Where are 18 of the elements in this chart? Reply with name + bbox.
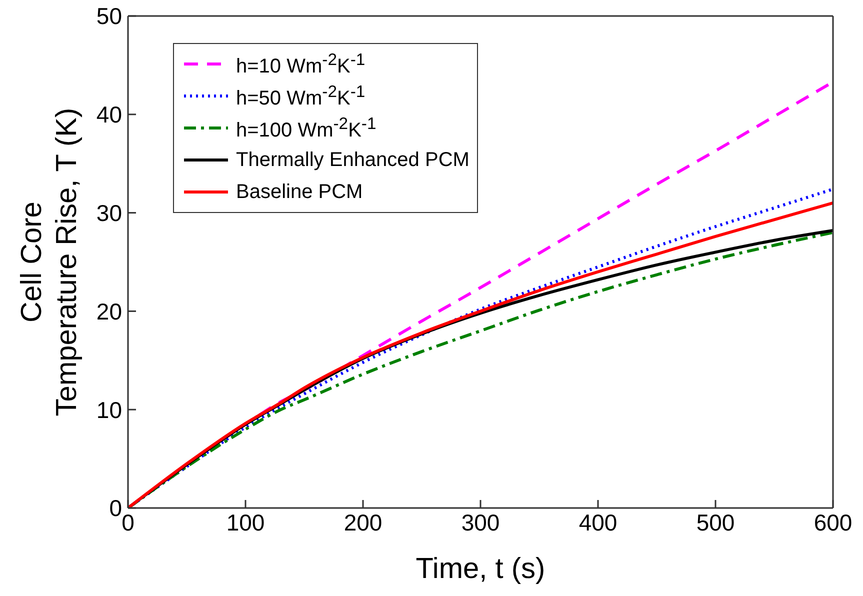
- legend-label: Thermally Enhanced PCM: [236, 148, 470, 172]
- x-tick-label: 200: [344, 509, 382, 536]
- legend-label: h=100 Wm$^{-2}$K$^{-1}$: [236, 114, 376, 142]
- x-tick-label: 300: [461, 509, 500, 536]
- y-tick-label: 30: [96, 200, 122, 226]
- y-tick-label: 50: [96, 3, 122, 30]
- y-tick-label: 20: [96, 298, 122, 324]
- y-tick-label: 10: [96, 396, 122, 423]
- y-axis-title: Cell Core Temperature Rise, T (K): [16, 108, 83, 416]
- legend-label: Baseline PCM: [236, 180, 363, 204]
- y-tick-label: 40: [96, 102, 122, 128]
- x-tick-label: 500: [696, 509, 735, 536]
- legend-label: h=10 Wm$^{-2}$K$^{-1}$: [236, 50, 366, 78]
- x-axis-title: Time, t (s): [416, 553, 546, 585]
- x-tick-label: 600: [814, 509, 852, 536]
- x-tick-label: 400: [578, 509, 618, 536]
- x-tick-label: 100: [226, 509, 265, 536]
- legend-label: h=50 Wm$^{-2}$K$^{-1}$: [236, 82, 366, 110]
